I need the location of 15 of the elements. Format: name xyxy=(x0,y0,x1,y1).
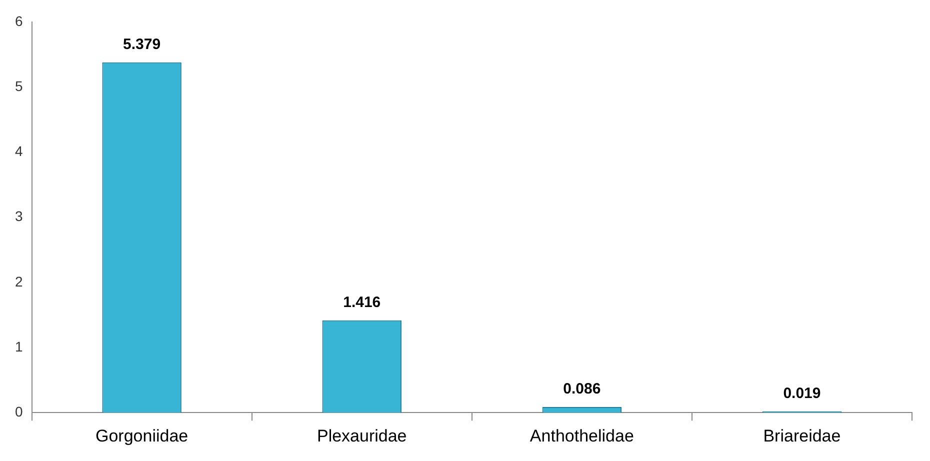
y-tick-label: 2 xyxy=(14,273,23,290)
data-label: 1.416 xyxy=(343,294,381,312)
y-tick-label: 0 xyxy=(14,403,23,420)
data-label: 0.019 xyxy=(783,385,821,402)
data-label: 5.379 xyxy=(123,36,161,54)
x-tick-label: Briareidae xyxy=(763,426,841,446)
x-tick-label: Anthothelidae xyxy=(530,426,634,446)
y-tick-label: 3 xyxy=(14,208,23,224)
y-tick-label: 4 xyxy=(14,143,23,160)
data-label: 0.086 xyxy=(563,380,601,398)
y-tick-label: 5 xyxy=(14,78,23,94)
y-tick-label: 1 xyxy=(14,338,23,354)
y-tick-label: 6 xyxy=(14,12,23,29)
x-tick-label: Plexauridae xyxy=(316,426,407,446)
x-tick-label: Gorgoniidae xyxy=(96,426,188,446)
